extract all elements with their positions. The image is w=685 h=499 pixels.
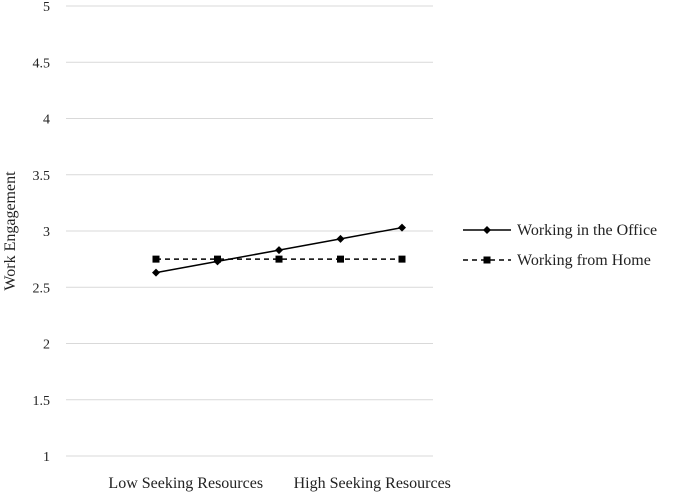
legend: Working in the Office Working from Home <box>463 222 657 269</box>
legend-marker <box>483 226 491 234</box>
y-tick-label: 1.5 <box>33 394 51 409</box>
y-tick-label: 2 <box>43 338 50 353</box>
series-group <box>152 255 406 263</box>
y-tick-label: 3.5 <box>33 169 51 184</box>
x-tick-label: Low Seeking Resources <box>108 475 263 492</box>
data-point <box>275 246 283 255</box>
y-tick-label: 4.5 <box>33 56 51 71</box>
y-tick-label: 5 <box>43 0 50 15</box>
gridlines <box>66 5 433 457</box>
legend-item: Working from Home <box>463 252 651 269</box>
y-axis-label: Work Engagement <box>2 171 19 291</box>
x-axis-ticks: Low Seeking Resources High Seeking Resour… <box>108 475 450 492</box>
legend-marker <box>483 256 491 264</box>
y-tick-label: 1 <box>43 450 50 465</box>
series <box>152 223 406 277</box>
y-tick-label: 2.5 <box>33 281 51 296</box>
data-point <box>152 268 160 277</box>
data-point <box>152 255 160 263</box>
y-axis-ticks: 1 1.5 2 2.5 3 3.5 4 4.5 5 <box>33 0 51 465</box>
y-tick-label: 4 <box>43 113 50 128</box>
data-point <box>336 234 345 243</box>
legend-label: Working from Home <box>517 252 651 269</box>
data-point <box>275 255 283 263</box>
data-point <box>398 223 406 232</box>
legend-item: Working in the Office <box>463 222 657 239</box>
x-tick-label: High Seeking Resources <box>294 475 451 492</box>
data-point <box>398 255 406 263</box>
legend-label: Working in the Office <box>517 222 657 239</box>
series-group <box>152 223 406 277</box>
data-point <box>214 255 221 263</box>
data-point <box>337 255 344 263</box>
y-tick-label: 3 <box>43 225 50 240</box>
